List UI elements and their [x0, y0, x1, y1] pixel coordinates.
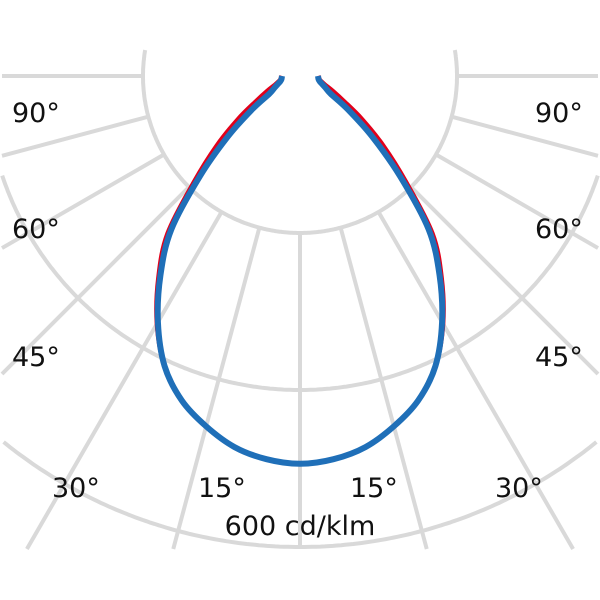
angle-label-left-60: 60° [12, 214, 60, 245]
grid-spoke--30 [25, 210, 224, 551]
angle-label-right-90: 90° [535, 98, 583, 129]
grid-ring-400 [0, 174, 600, 392]
grid-spoke--60 [0, 152, 166, 250]
grid-ring-200 [141, 49, 459, 235]
grid-ring-600 [2, 440, 598, 549]
intensity-curves [154, 75, 446, 467]
angle-label-right-30: 30° [495, 473, 543, 504]
intensity-curve-2 [154, 75, 446, 467]
grid-spoke--45 [0, 185, 191, 376]
grid-spoke-45 [409, 185, 600, 376]
unit-label: 600 cd/klm [225, 511, 376, 542]
grid-spoke-30 [376, 210, 575, 550]
angle-label-left-30: 30° [52, 473, 100, 504]
grid-spoke--75 [1, 114, 149, 158]
angle-label-left-15: 15° [198, 473, 246, 504]
grid-spoke-60 [434, 152, 600, 250]
angle-label-right-60: 60° [535, 214, 583, 245]
angle-label-right-45: 45° [535, 342, 583, 373]
angle-label-left-90: 90° [12, 98, 60, 129]
grid-spoke-15 [338, 227, 429, 550]
grid-spoke-75 [451, 114, 599, 158]
angle-label-right-15: 15° [350, 473, 398, 504]
grid-spoke--15 [171, 227, 262, 550]
polar-grid [0, 49, 600, 551]
angle-label-left-45: 45° [12, 342, 60, 373]
